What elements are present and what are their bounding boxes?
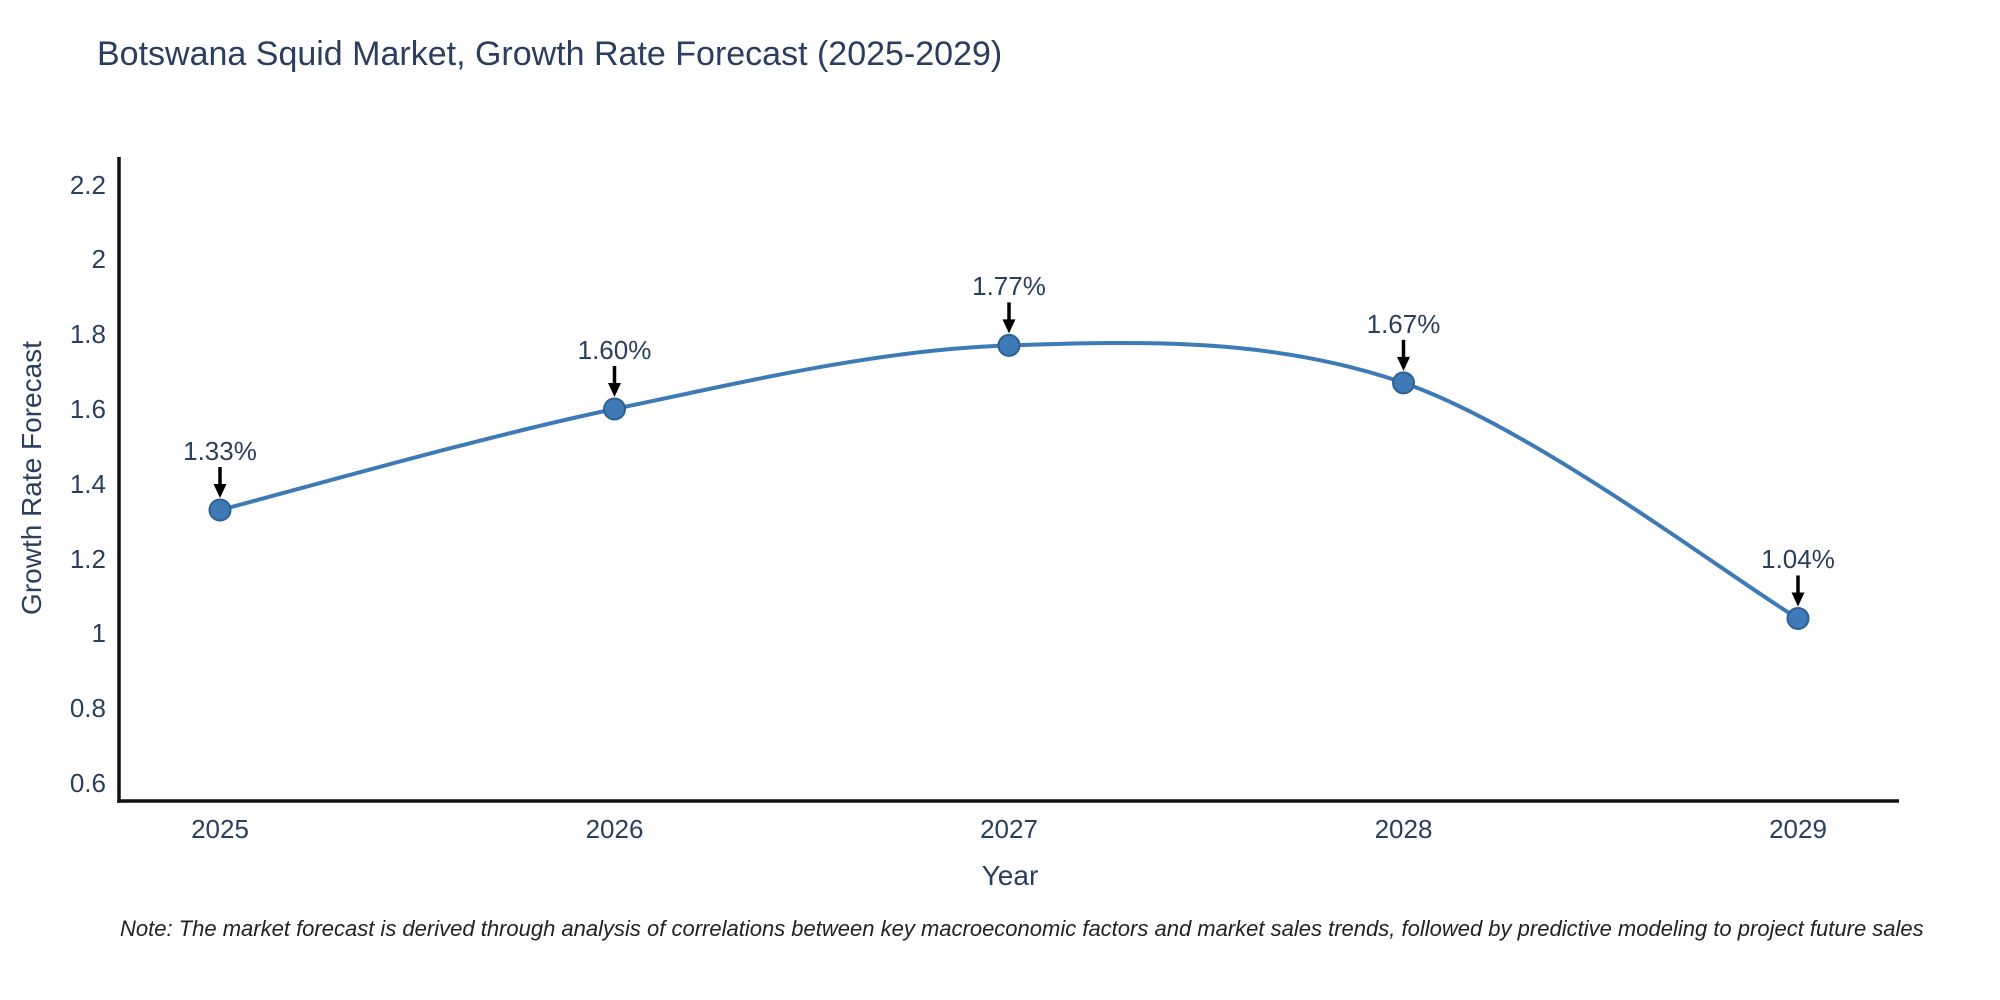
trend-line — [219, 340, 1800, 621]
data-point — [1786, 606, 1810, 630]
y-tick-label: 0.8 — [69, 693, 106, 724]
chart-title: Botswana Squid Market, Growth Rate Forec… — [97, 35, 1003, 73]
data-point — [603, 397, 626, 421]
point-value-label: 1.77% — [972, 271, 1046, 302]
x-axis-title: Year — [981, 860, 1039, 891]
point-value-label: 1.04% — [1761, 544, 1835, 575]
data-point — [208, 498, 232, 522]
x-tick-label: 2027 — [980, 814, 1038, 844]
x-tick-label: 2028 — [1374, 814, 1433, 844]
y-tick-label: 1.8 — [69, 319, 106, 350]
x-tick-label: 2029 — [1769, 814, 1827, 844]
y-tick-label: 1.6 — [69, 394, 106, 424]
y-tick-label: 1 — [91, 618, 106, 649]
footnote: Note: The market forecast is derived thr… — [120, 916, 1924, 941]
annotation-arrow-head — [1397, 356, 1410, 371]
y-tick-label: 0.6 — [69, 768, 106, 798]
data-point — [1392, 371, 1415, 395]
annotation-arrow-head — [608, 383, 621, 397]
x-tick-label: 2026 — [585, 814, 644, 844]
annotation-arrow-head — [1791, 592, 1805, 607]
y-tick-label: 1.2 — [69, 543, 106, 574]
point-value-label: 1.67% — [1366, 308, 1441, 339]
y-tick-label: 1.4 — [69, 468, 106, 499]
annotation-arrow-head — [213, 483, 227, 498]
y-tick-label: 2 — [91, 244, 106, 275]
y-tick-label: 2.2 — [69, 169, 106, 200]
annotation-arrow-head — [1002, 319, 1016, 334]
point-value-label: 1.60% — [577, 335, 652, 365]
data-point — [997, 333, 1021, 357]
point-value-label: 1.33% — [183, 435, 257, 466]
x-tick-label: 2025 — [191, 814, 249, 844]
